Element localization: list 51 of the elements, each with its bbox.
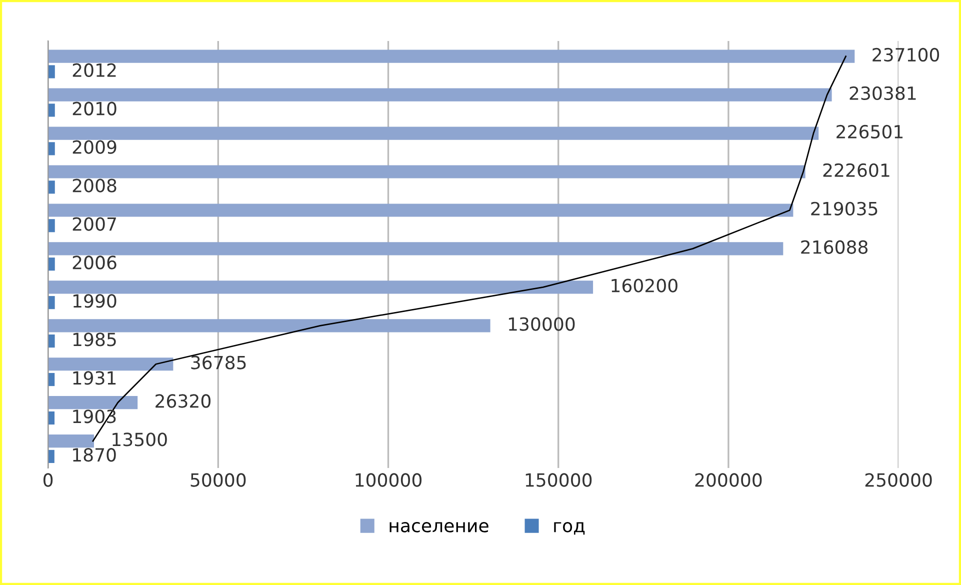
bar [48,358,174,371]
data-label: 219035 [811,202,878,216]
data-label: 36785 [191,356,246,370]
bar [48,280,594,294]
bar [48,65,55,78]
data-label: 2006 [72,256,116,270]
x-tick-label: 50000 [190,473,246,487]
data-label: 230381 [850,86,916,100]
bar [48,434,94,448]
data-label: 226501 [836,124,903,139]
data-label: 130000 [508,317,575,331]
bar [48,296,55,310]
data-label: 222601 [823,163,890,177]
data-label: 2009 [72,140,116,154]
x-tick-label: 250000 [865,473,932,487]
bar [48,126,819,140]
bar [48,450,54,463]
data-label: 160200 [612,278,678,292]
data-label: 237100 [872,48,940,62]
data-label: 26320 [156,394,210,408]
data-label: 13500 [112,432,167,446]
bar [48,396,138,410]
bar [48,180,55,194]
bar [48,319,490,332]
x-tick-label: 150000 [526,473,592,487]
data-label: 2007 [72,217,116,231]
bar [48,334,55,348]
data-label: 1985 [73,332,116,346]
legend-label: население [390,522,488,532]
data-label: 216088 [801,240,868,254]
bar [48,88,832,102]
data-label: 2012 [72,63,116,77]
data-label: 1990 [73,294,116,308]
bar [48,204,794,217]
bar [48,50,855,63]
data-label: 1931 [73,371,116,385]
bar [48,411,55,425]
bar [48,142,55,156]
legend-label: год [554,522,585,535]
x-tick-label: 200000 [695,473,762,487]
bar [48,372,55,386]
bar [48,258,55,271]
bar [48,219,55,232]
data-label: 2010 [72,102,116,116]
bar [48,104,55,117]
x-tick-label: 100000 [356,473,422,487]
data-label: 2008 [72,178,116,192]
bar [48,242,784,256]
x-tick-label: 0 [43,473,53,487]
data-label: 1870 [73,448,116,462]
bar [48,165,806,178]
